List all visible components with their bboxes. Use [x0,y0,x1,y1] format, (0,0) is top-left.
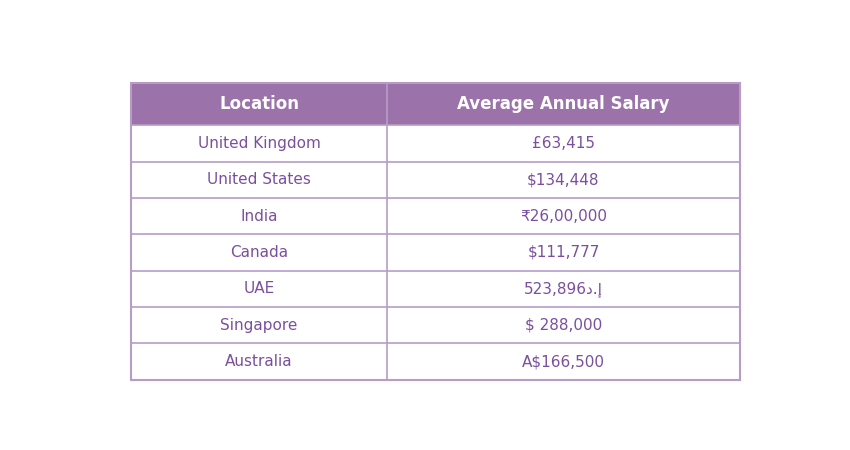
Bar [387,83,740,125]
Text: Average Annual Salary: Average Annual Salary [457,95,670,113]
Text: Canada: Canada [230,245,288,260]
Bar [131,234,387,270]
Text: United States: United States [207,172,311,187]
Text: Location: Location [219,95,299,113]
Text: $111,777: $111,777 [527,245,599,260]
Bar [387,125,740,162]
Bar [131,125,387,162]
Bar [387,234,740,270]
Text: £63,415: £63,415 [532,136,595,151]
Bar [131,307,387,343]
Bar [131,162,387,198]
Text: $134,448: $134,448 [527,172,600,187]
Bar [131,83,740,380]
Bar [131,83,387,125]
Text: Australia: Australia [225,354,293,369]
Bar [387,198,740,234]
Text: 523,896د.إ: 523,896د.إ [524,281,603,297]
Bar [387,307,740,343]
Bar [131,270,387,307]
Bar [131,343,387,380]
Text: $ 288,000: $ 288,000 [524,318,602,333]
Text: United Kingdom: United Kingdom [198,136,320,151]
Bar [387,343,740,380]
Text: ₹26,00,000: ₹26,00,000 [520,209,607,224]
Bar [387,270,740,307]
Text: India: India [241,209,278,224]
Text: UAE: UAE [243,281,275,297]
Text: A$166,500: A$166,500 [522,354,605,369]
Bar [387,162,740,198]
Bar [131,198,387,234]
Text: Singapore: Singapore [220,318,298,333]
